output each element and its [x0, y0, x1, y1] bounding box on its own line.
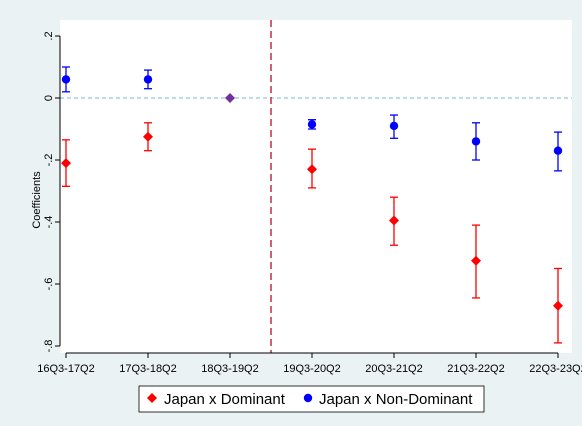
legend-box	[138, 385, 485, 413]
y-axis-label: Coefficients	[31, 171, 43, 229]
data-point-circle	[553, 146, 563, 155]
data-point-diamond	[553, 300, 563, 311]
data-point-circle	[143, 75, 153, 84]
y-tick-label: -.8	[43, 340, 55, 353]
legend-marker-dominant	[147, 393, 157, 403]
data-point-diamond	[61, 158, 71, 169]
y-tick-label: -.6	[43, 278, 55, 291]
plot-background	[60, 20, 572, 353]
data-point-circle	[471, 137, 481, 146]
data-point-circle	[389, 121, 399, 131]
data-point-circle	[307, 120, 317, 129]
data-point-diamond	[307, 164, 317, 175]
legend-label-non-dominant: Japan x Non-Dominant	[319, 391, 473, 408]
legend-label-dominant: Japan x Dominant	[164, 391, 286, 408]
x-tick-label: 21Q3-22Q2	[447, 363, 504, 375]
x-tick-label: 19Q3-20Q2	[283, 363, 340, 375]
x-tick-label: 22Q3-23Q2	[529, 363, 582, 375]
data-point-circle	[61, 75, 71, 84]
x-tick-label: 17Q3-18Q2	[119, 363, 176, 375]
data-point-diamond	[471, 255, 481, 266]
y-tick-label: -.4	[43, 216, 55, 229]
legend: Japan x Dominant Japan x Non-Dominant	[138, 385, 485, 413]
legend-marker-non-dominant	[303, 393, 313, 403]
y-tick-label: .2	[43, 31, 55, 40]
x-tick-label: 20Q3-21Q2	[365, 363, 422, 375]
x-tick-label: 18Q3-19Q2	[201, 363, 258, 375]
x-tick-label: 16Q3-17Q2	[37, 363, 94, 375]
data-point-diamond	[225, 93, 235, 103]
data-point-diamond	[143, 131, 153, 142]
y-tick-label: -.2	[43, 154, 55, 167]
y-tick-label: 0	[43, 95, 55, 101]
data-point-diamond	[389, 215, 399, 226]
